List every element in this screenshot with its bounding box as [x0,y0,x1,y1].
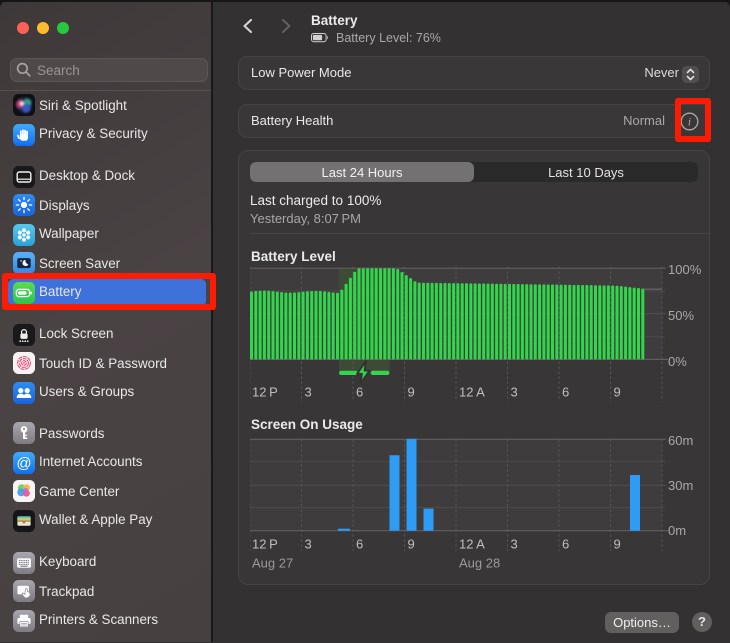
svg-text:6: 6 [562,537,569,552]
svg-text:12 A: 12 A [459,385,485,400]
svg-text:6: 6 [562,385,569,400]
svg-text:9: 9 [614,385,621,400]
svg-text:12 A: 12 A [459,537,485,552]
svg-text:3: 3 [305,537,312,552]
svg-text:i: i [688,116,691,128]
svg-text:6: 6 [356,385,363,400]
svg-text:3: 3 [511,385,518,400]
svg-text:Aug 27: Aug 27 [252,556,293,571]
svg-text:9: 9 [614,537,621,552]
svg-text:3: 3 [511,537,518,552]
svg-text:3: 3 [305,385,312,400]
svg-text:12 P: 12 P [252,537,278,552]
svg-text:12 P: 12 P [252,385,278,400]
svg-text:6: 6 [356,537,363,552]
svg-text:9: 9 [408,537,415,552]
svg-text:9: 9 [408,385,415,400]
svg-text:Aug 28: Aug 28 [459,556,500,571]
